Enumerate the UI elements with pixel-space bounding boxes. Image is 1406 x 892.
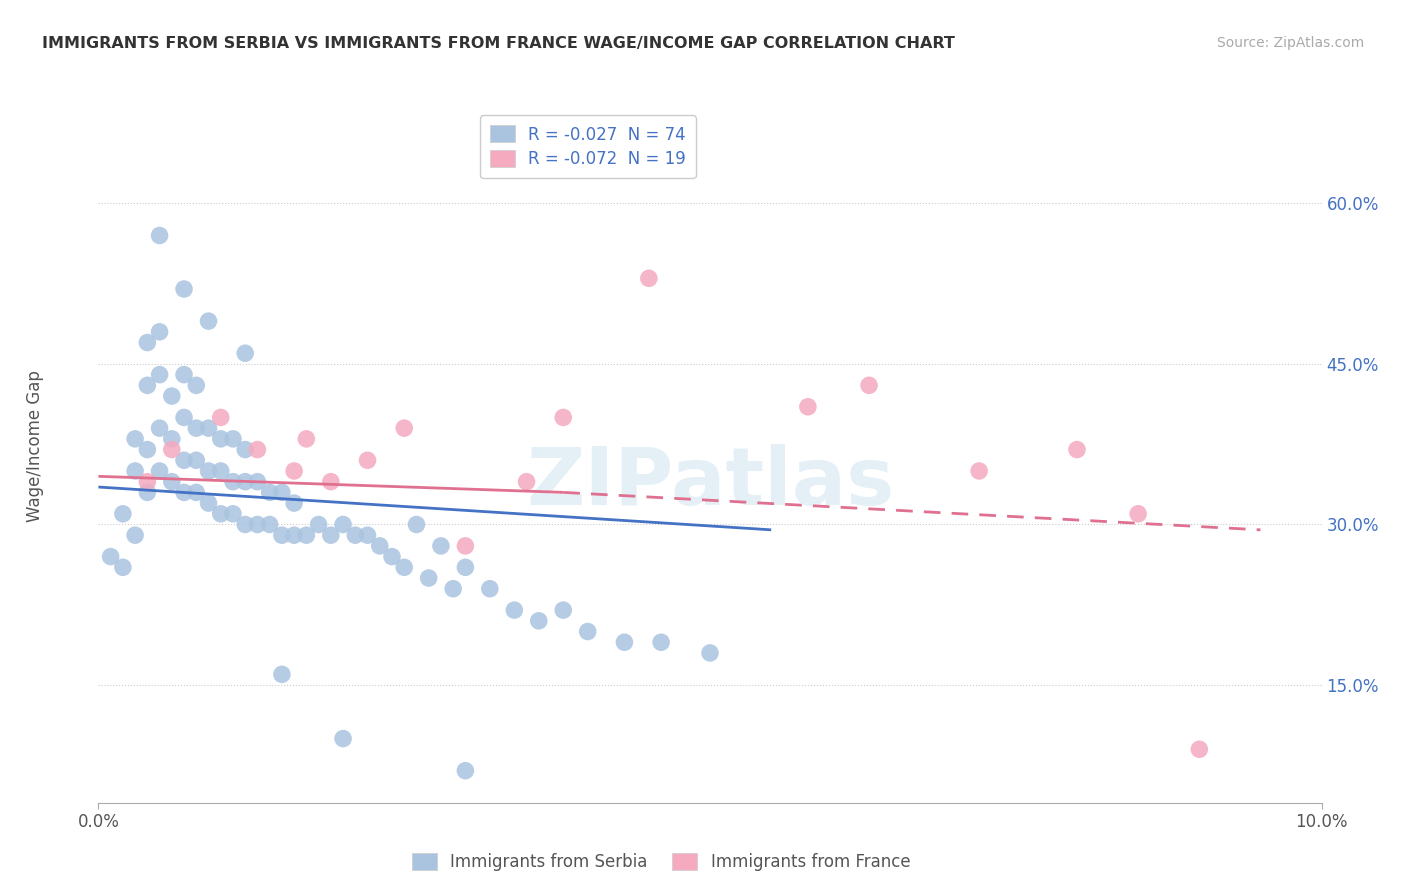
Point (124, 528, 146, 542)
Legend: Immigrants from Serbia, Immigrants from France: Immigrants from Serbia, Immigrants from … (405, 847, 917, 878)
Point (454, 560, 477, 574)
Point (197, 464, 219, 478)
Point (160, 475, 183, 489)
Point (319, 528, 342, 542)
Point (209, 507, 232, 521)
Point (149, 228, 172, 243)
Point (797, 400, 820, 414)
Point (553, 410, 575, 425)
Point (124, 432, 146, 446)
Point (100, 549, 122, 564)
Point (173, 282, 195, 296)
Point (149, 325, 172, 339)
Point (430, 539, 453, 553)
Point (259, 485, 281, 500)
Point (186, 378, 208, 392)
Point (454, 539, 477, 553)
Text: ZIPatlas: ZIPatlas (526, 443, 894, 522)
Text: Wage/Income Gap: Wage/Income Gap (27, 370, 44, 522)
Point (259, 517, 281, 532)
Point (553, 603, 575, 617)
Point (283, 464, 305, 478)
Point (186, 453, 208, 467)
Point (613, 635, 636, 649)
Point (136, 475, 159, 489)
Point (392, 560, 416, 574)
Point (186, 485, 208, 500)
Point (478, 582, 501, 596)
Point (209, 464, 232, 478)
Point (967, 464, 990, 478)
Point (270, 667, 292, 681)
Point (173, 453, 195, 467)
Point (441, 582, 464, 596)
Point (283, 496, 305, 510)
Point (233, 517, 256, 532)
Point (173, 410, 195, 425)
Point (209, 432, 232, 446)
Point (332, 731, 354, 746)
Point (124, 464, 146, 478)
Point (197, 314, 219, 328)
Point (308, 517, 330, 532)
Point (503, 603, 526, 617)
Point (295, 528, 318, 542)
Point (858, 378, 880, 392)
Point (246, 475, 269, 489)
Point (173, 485, 195, 500)
Point (160, 432, 183, 446)
Point (368, 539, 391, 553)
Point (173, 368, 195, 382)
Point (111, 507, 134, 521)
Point (149, 464, 172, 478)
Point (160, 442, 183, 457)
Point (356, 528, 378, 542)
Point (405, 517, 427, 532)
Point (650, 635, 672, 649)
Point (233, 346, 256, 360)
Point (222, 475, 245, 489)
Point (270, 485, 292, 500)
Point (111, 560, 134, 574)
Point (516, 475, 538, 489)
Point (295, 432, 318, 446)
Point (527, 614, 550, 628)
Text: Source: ZipAtlas.com: Source: ZipAtlas.com (1216, 36, 1364, 50)
Point (197, 421, 219, 435)
Point (136, 485, 159, 500)
Point (246, 442, 269, 457)
Point (381, 549, 404, 564)
Point (332, 517, 354, 532)
Point (356, 453, 378, 467)
Point (1066, 442, 1088, 457)
Point (136, 378, 159, 392)
Point (319, 475, 342, 489)
Point (637, 271, 661, 285)
Point (197, 496, 219, 510)
Point (576, 624, 599, 639)
Point (149, 421, 172, 435)
Point (418, 571, 440, 585)
Point (136, 335, 159, 350)
Text: IMMIGRANTS FROM SERBIA VS IMMIGRANTS FROM FRANCE WAGE/INCOME GAP CORRELATION CHA: IMMIGRANTS FROM SERBIA VS IMMIGRANTS FRO… (42, 36, 955, 51)
Point (136, 442, 159, 457)
Point (454, 764, 477, 778)
Point (233, 475, 256, 489)
Point (160, 389, 183, 403)
Point (270, 528, 292, 542)
Point (1188, 742, 1211, 756)
Point (186, 421, 208, 435)
Point (209, 410, 232, 425)
Point (222, 507, 245, 521)
Point (233, 442, 256, 457)
Point (392, 421, 416, 435)
Point (246, 517, 269, 532)
Point (699, 646, 721, 660)
Point (1128, 507, 1150, 521)
Point (149, 368, 172, 382)
Point (344, 528, 367, 542)
Point (222, 432, 245, 446)
Point (283, 528, 305, 542)
